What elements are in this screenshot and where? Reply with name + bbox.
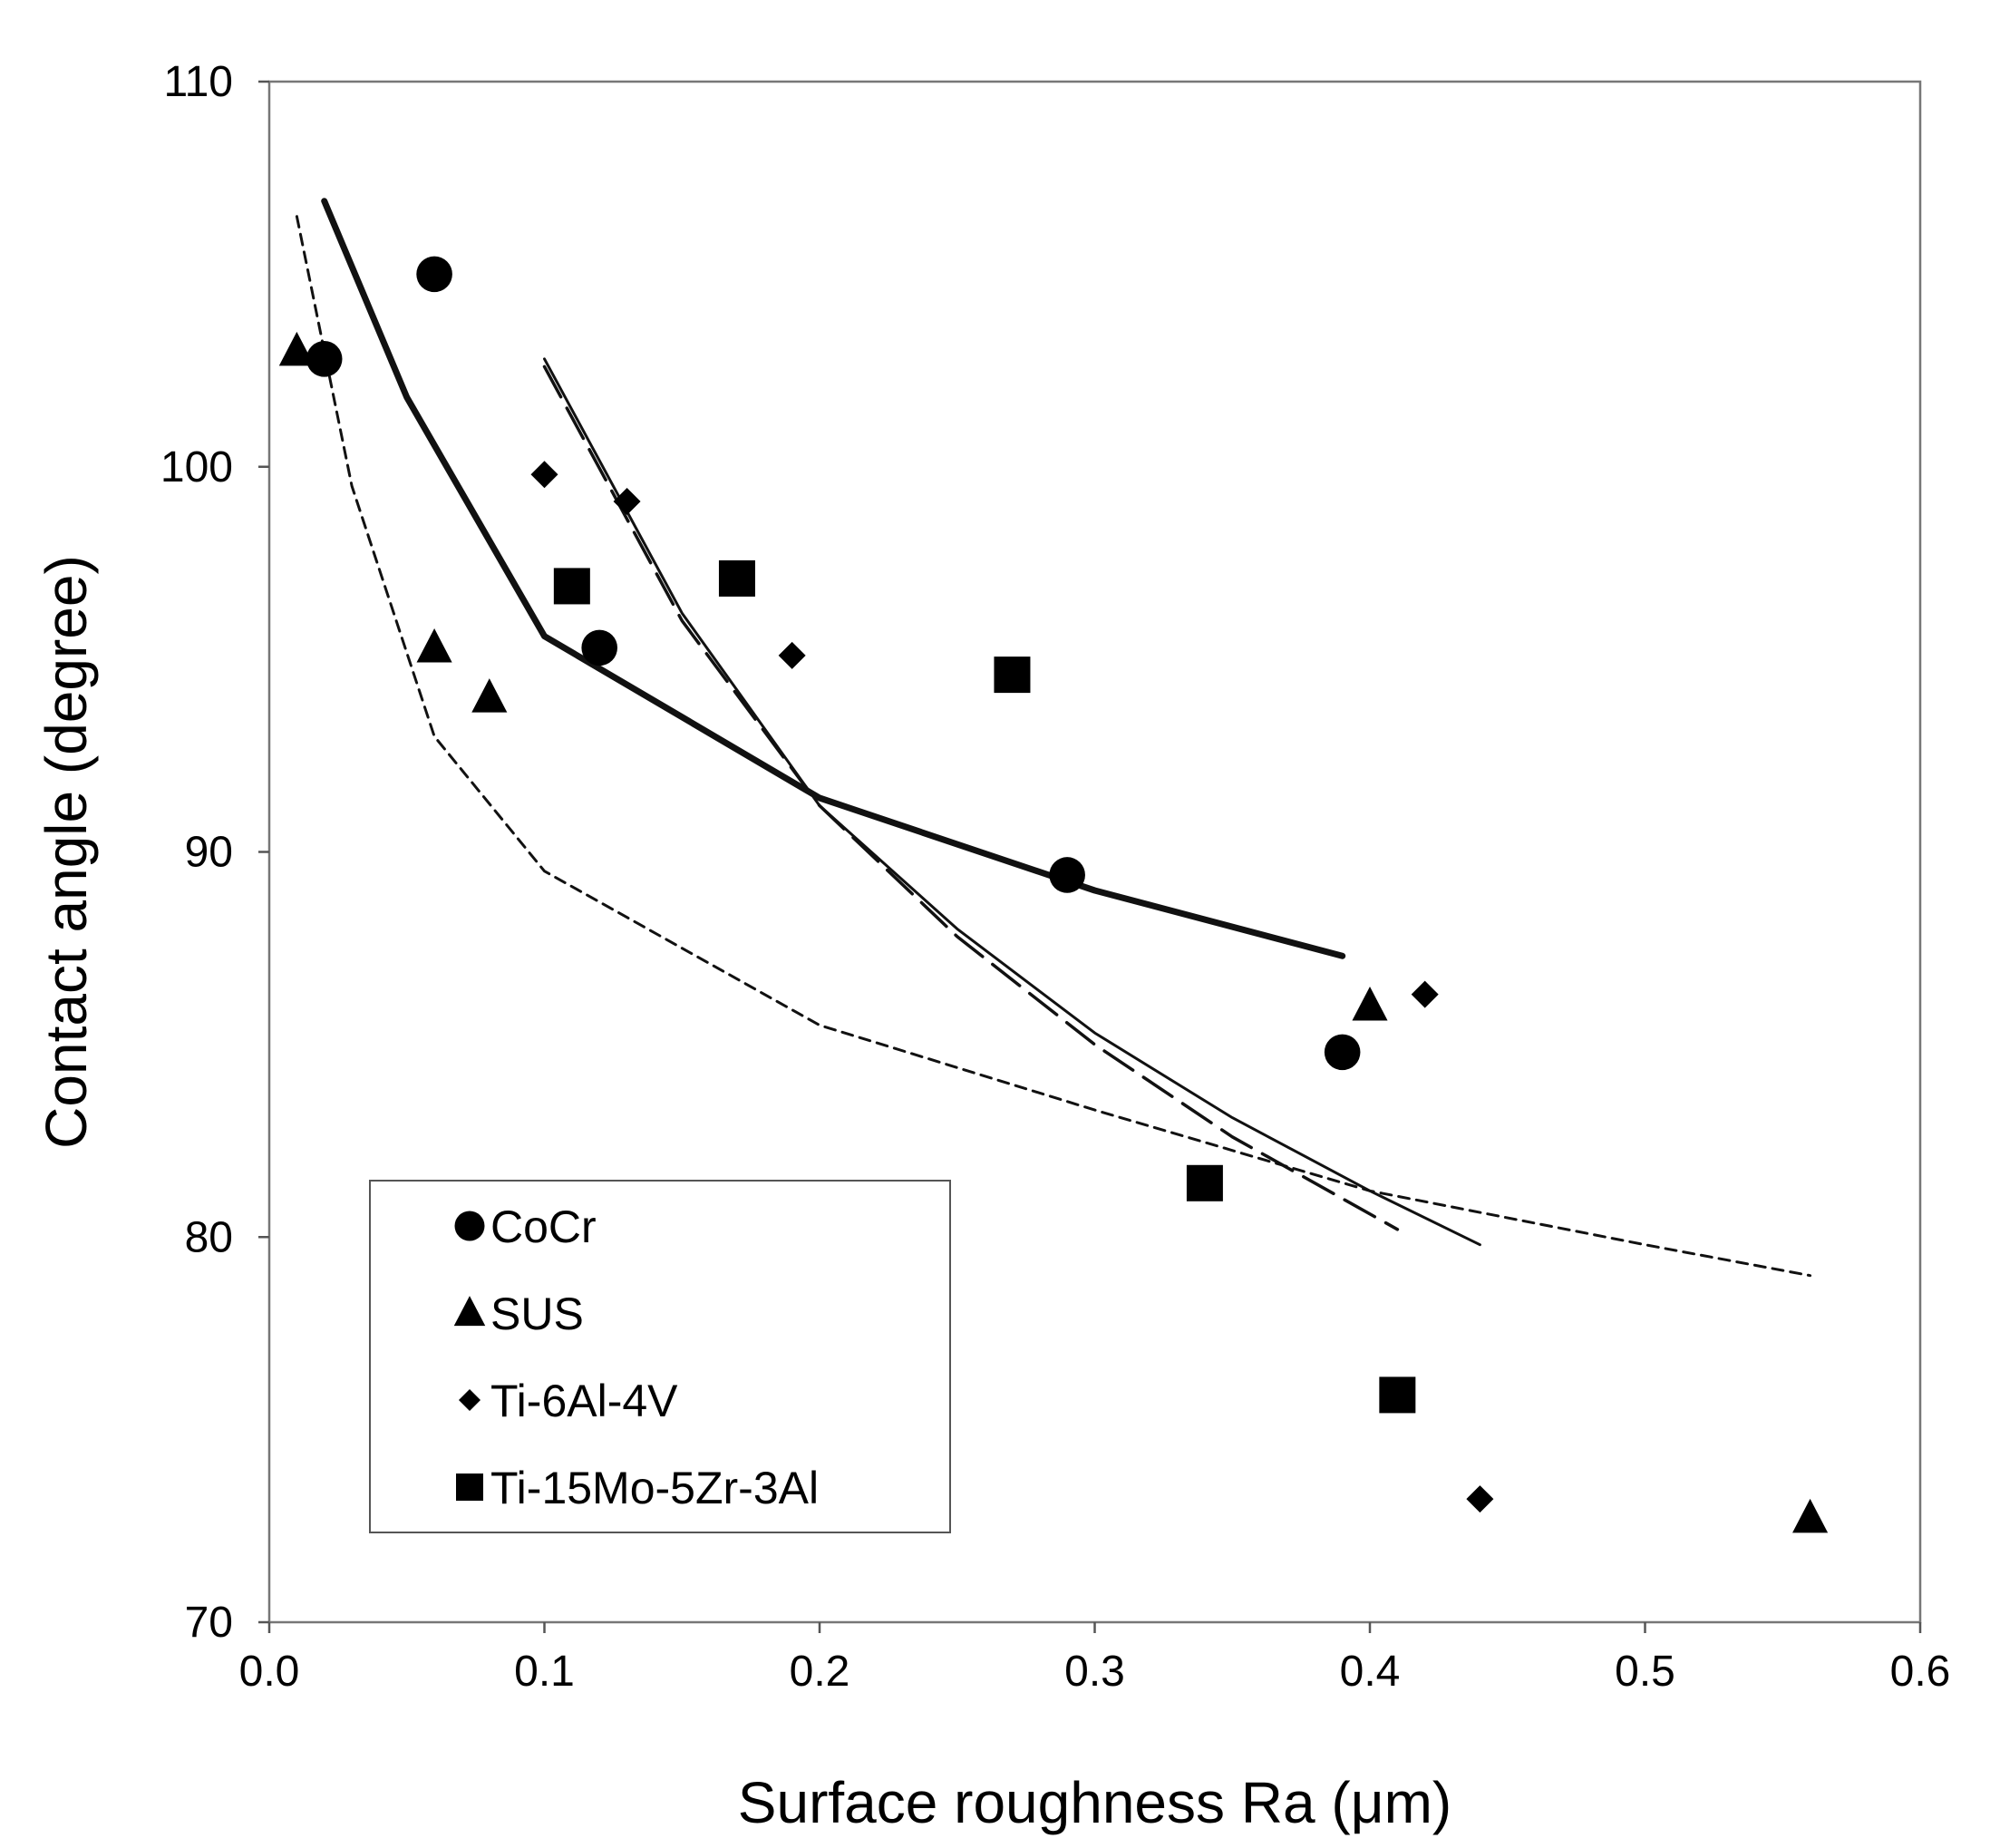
y-axis-title: Contact angle (degree): [34, 555, 99, 1149]
legend-marker-circle-icon: [454, 1211, 485, 1241]
y-tick-label: 80: [185, 1213, 233, 1261]
point-cocr: [1049, 857, 1085, 893]
point-ti-6al-4v: [1411, 980, 1439, 1008]
point-ti-6al-4v: [1466, 1485, 1494, 1513]
fit-curve-ti-15mo-5zr-3al: [543, 357, 1481, 1247]
x-tick-label: 0.6: [1890, 1648, 1951, 1696]
fit-curve-sus: [295, 215, 1812, 1278]
point-sus: [1792, 1498, 1829, 1533]
point-ti-6al-4v: [778, 641, 806, 669]
y-tick-label: 110: [163, 58, 233, 106]
legend-marker-triangle-icon: [453, 1296, 486, 1327]
x-tick-label: 0.1: [514, 1648, 575, 1696]
point-cocr: [1324, 1034, 1361, 1071]
point-ti-15mo-5zr-3al: [553, 568, 590, 605]
y-tick-label: 90: [185, 829, 233, 877]
x-tick-label: 0.4: [1340, 1648, 1401, 1696]
point-ti-6al-4v: [530, 461, 558, 489]
legend-marker-diamond-icon: [459, 1389, 481, 1411]
point-cocr: [416, 256, 452, 293]
point-ti-15mo-5zr-3al: [994, 657, 1031, 694]
legend-label: SUS: [490, 1289, 584, 1339]
y-tick-label: 100: [160, 443, 233, 491]
x-tick-label: 0.2: [790, 1648, 850, 1696]
legend-label: CoCr: [490, 1201, 597, 1252]
point-ti-15mo-5zr-3al: [718, 559, 755, 597]
legend-label: Ti-15Mo-5Zr-3Al: [490, 1463, 819, 1513]
x-tick-label: 0.3: [1064, 1648, 1125, 1696]
legend-label: Ti-6Al-4V: [490, 1376, 678, 1426]
point-sus: [471, 678, 508, 713]
point-ti-15mo-5zr-3al: [1379, 1376, 1416, 1414]
x-tick-label: 0.5: [1615, 1648, 1675, 1696]
point-ti-6al-4v: [613, 487, 641, 515]
fit-curve-ti-6al-4v: [542, 365, 1400, 1231]
point-sus: [416, 627, 452, 663]
legend: CoCr SUS Ti-6Al-4V Ti-15Mo-5Zr-3Al: [369, 1180, 951, 1533]
fit-curve-cocr: [321, 198, 1346, 959]
x-axis-title: Surface roughness Ra (μm): [738, 1770, 1451, 1835]
point-ti-15mo-5zr-3al: [1186, 1164, 1223, 1201]
point-sus: [1352, 986, 1388, 1021]
point-sus: [278, 331, 315, 366]
legend-marker-square-icon: [456, 1474, 483, 1501]
point-cocr: [581, 629, 617, 666]
x-tick-label: 0.0: [239, 1648, 300, 1696]
point-cocr: [306, 341, 343, 377]
y-tick-label: 70: [185, 1599, 233, 1647]
